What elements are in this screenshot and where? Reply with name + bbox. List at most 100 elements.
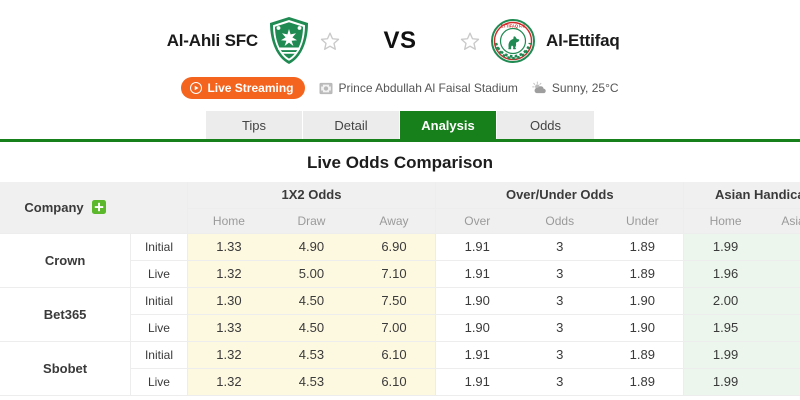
tab-analysis-label: Analysis — [421, 117, 475, 133]
odds-cell-ou-line: 3 — [518, 341, 602, 369]
odds-cell-over: 1.91 — [435, 233, 519, 261]
tab-detail-label: Detail — [334, 117, 368, 133]
odds-cell-1x2-home: 1.33 — [186, 233, 271, 261]
tab-tips[interactable]: Tips — [206, 111, 303, 139]
phase-label: Initial — [130, 287, 188, 315]
venue-info: Prince Abdullah Al Faisal Stadium — [319, 81, 518, 95]
odds-cell-1x2-draw: 5.00 — [270, 260, 353, 288]
phase-label: Live — [130, 314, 188, 342]
table-row[interactable]: Live 1.32 4.53 6.10 1.91 3 1.89 1.99 1.5 — [0, 368, 800, 396]
page-title: Live Odds Comparison — [306, 153, 494, 172]
odds-cell-over: 1.91 — [435, 260, 519, 288]
odds-table-head: Company 1X2 Odds Over/Under Odds Asian H… — [0, 182, 800, 234]
teams-row: Al-Ahli SFC — [0, 12, 800, 70]
table-row[interactable]: Bet365 Initial 1.30 4.50 7.50 1.90 3 1.9… — [0, 287, 800, 342]
away-favorite-star-icon[interactable] — [460, 31, 480, 51]
odds-cell-ah-handicap: 1.5 — [766, 341, 800, 369]
odds-cell-ah-handicap: 1.5 — [766, 233, 800, 261]
sub-header-under: Under — [601, 208, 684, 234]
odds-cell-ou-line: 3 — [518, 233, 602, 261]
company-name-bet365: Bet365 — [0, 287, 132, 342]
sub-header-ah-home: Home — [683, 208, 767, 234]
odds-cell-1x2-home: 1.32 — [186, 260, 271, 288]
odds-cell-under: 1.90 — [601, 287, 684, 315]
tabs-list: Tips Detail Analysis Odds — [206, 111, 594, 139]
group-header-asian-handicap: Asian Handicap Odds — [683, 182, 800, 209]
live-streaming-button[interactable]: Live Streaming — [181, 77, 306, 99]
tabs-bar: Tips Detail Analysis Odds — [0, 109, 800, 139]
tab-tips-label: Tips — [241, 117, 267, 133]
odds-cell-ah-home: 1.99 — [683, 233, 767, 261]
away-team-name: Al-Ettifaq — [546, 31, 620, 50]
odds-cell-1x2-draw: 4.50 — [270, 287, 353, 315]
odds-cell-ah-home: 1.96 — [683, 260, 767, 288]
company-column-header: Company — [0, 182, 131, 234]
odds-cell-ah-home: 1.99 — [683, 368, 767, 396]
odds-cell-ou-line: 3 — [518, 314, 602, 342]
tab-odds[interactable]: Odds — [497, 111, 594, 139]
odds-cell-1x2-away: 7.00 — [352, 314, 436, 342]
company-header-label: Company — [24, 199, 84, 215]
odds-cell-ah-home: 1.99 — [683, 341, 767, 369]
company-name-sbobet: Sbobet — [0, 341, 132, 396]
odds-cell-1x2-home: 1.32 — [186, 341, 271, 369]
tab-detail[interactable]: Detail — [303, 111, 400, 139]
odds-cell-1x2-draw: 4.53 — [270, 368, 353, 396]
group-header-row: Company 1X2 Odds Over/Under Odds Asian H… — [0, 182, 800, 234]
group-header-over-under: Over/Under Odds — [435, 182, 684, 209]
venue-name: Prince Abdullah Al Faisal Stadium — [338, 81, 518, 95]
odds-cell-ou-line: 3 — [518, 287, 602, 315]
odds-cell-ah-handicap: 1.5 — [766, 314, 800, 342]
weather-text: Sunny, 25°C — [551, 81, 619, 95]
phase-label: Initial — [130, 341, 188, 369]
phase-label: Live — [130, 260, 188, 288]
odds-cell-1x2-away: 6.10 — [352, 368, 436, 396]
odds-cell-ou-line: 3 — [518, 260, 602, 288]
table-row[interactable]: Live 1.32 5.00 7.10 1.91 3 1.89 1.96 1.5 — [0, 260, 800, 288]
match-header: Al-Ahli SFC — [0, 0, 800, 104]
al-ahli-shield-crest-icon — [268, 16, 310, 66]
odds-cell-ah-home: 1.95 — [683, 314, 767, 342]
odds-cell-over: 1.91 — [435, 368, 519, 396]
phase-label: Initial — [130, 233, 188, 261]
al-ettifaq-circle-crest-icon: ETTIFAQ F.C 1945 — [490, 18, 536, 64]
table-row[interactable]: Sbobet Initial 1.32 4.53 6.10 1.91 3 1.8… — [0, 341, 800, 396]
odds-cell-1x2-away: 7.50 — [352, 287, 436, 315]
odds-cell-1x2-away: 6.10 — [352, 341, 436, 369]
phase-column-header — [130, 182, 188, 234]
away-team-block: ETTIFAQ F.C 1945 Al-Ettifaq — [460, 18, 760, 64]
home-favorite-star-icon[interactable] — [320, 31, 340, 51]
sub-header-1x2-home: Home — [186, 208, 271, 234]
odds-table-viewport: Company 1X2 Odds Over/Under Odds Asian H… — [0, 182, 800, 396]
odds-cell-under: 1.89 — [601, 341, 684, 369]
odds-cell-under: 1.90 — [601, 314, 684, 342]
tab-analysis[interactable]: Analysis — [400, 111, 497, 139]
sub-header-ou-odds: Odds — [518, 208, 602, 234]
company-name-crown: Crown — [0, 233, 132, 288]
odds-comparison-table: Company 1X2 Odds Over/Under Odds Asian H… — [0, 182, 800, 396]
vs-label: VS — [383, 27, 417, 54]
odds-cell-1x2-home: 1.33 — [186, 314, 271, 342]
odds-cell-over: 1.91 — [435, 341, 519, 369]
odds-cell-under: 1.89 — [601, 233, 684, 261]
table-row[interactable]: Crown Initial 1.33 4.90 6.90 1.91 3 1.89… — [0, 233, 800, 288]
odds-cell-ah-handicap: 1.5 — [766, 260, 800, 288]
odds-cell-under: 1.89 — [601, 368, 684, 396]
odds-cell-under: 1.89 — [601, 260, 684, 288]
add-plus-icon[interactable] — [92, 199, 107, 214]
odds-cell-1x2-home: 1.32 — [186, 368, 271, 396]
odds-cell-ou-line: 3 — [518, 368, 602, 396]
sun-cloud-icon — [532, 81, 547, 95]
sub-header-over: Over — [435, 208, 519, 234]
odds-cell-1x2-home: 1.30 — [186, 287, 271, 315]
odds-cell-ah-home: 2.00 — [683, 287, 767, 315]
sub-header-1x2-draw: Draw — [270, 208, 353, 234]
odds-cell-1x2-away: 6.90 — [352, 233, 436, 261]
svg-text:1945: 1945 — [509, 56, 517, 60]
weather-info: Sunny, 25°C — [532, 81, 619, 95]
odds-table-body: Crown Initial 1.33 4.90 6.90 1.91 3 1.89… — [0, 233, 800, 396]
phase-label: Live — [130, 368, 188, 396]
table-row[interactable]: Live 1.33 4.50 7.00 1.90 3 1.90 1.95 1.5 — [0, 314, 800, 342]
sub-header-ah-handicap: Asian Handicap — [766, 208, 800, 234]
odds-cell-over: 1.90 — [435, 314, 519, 342]
